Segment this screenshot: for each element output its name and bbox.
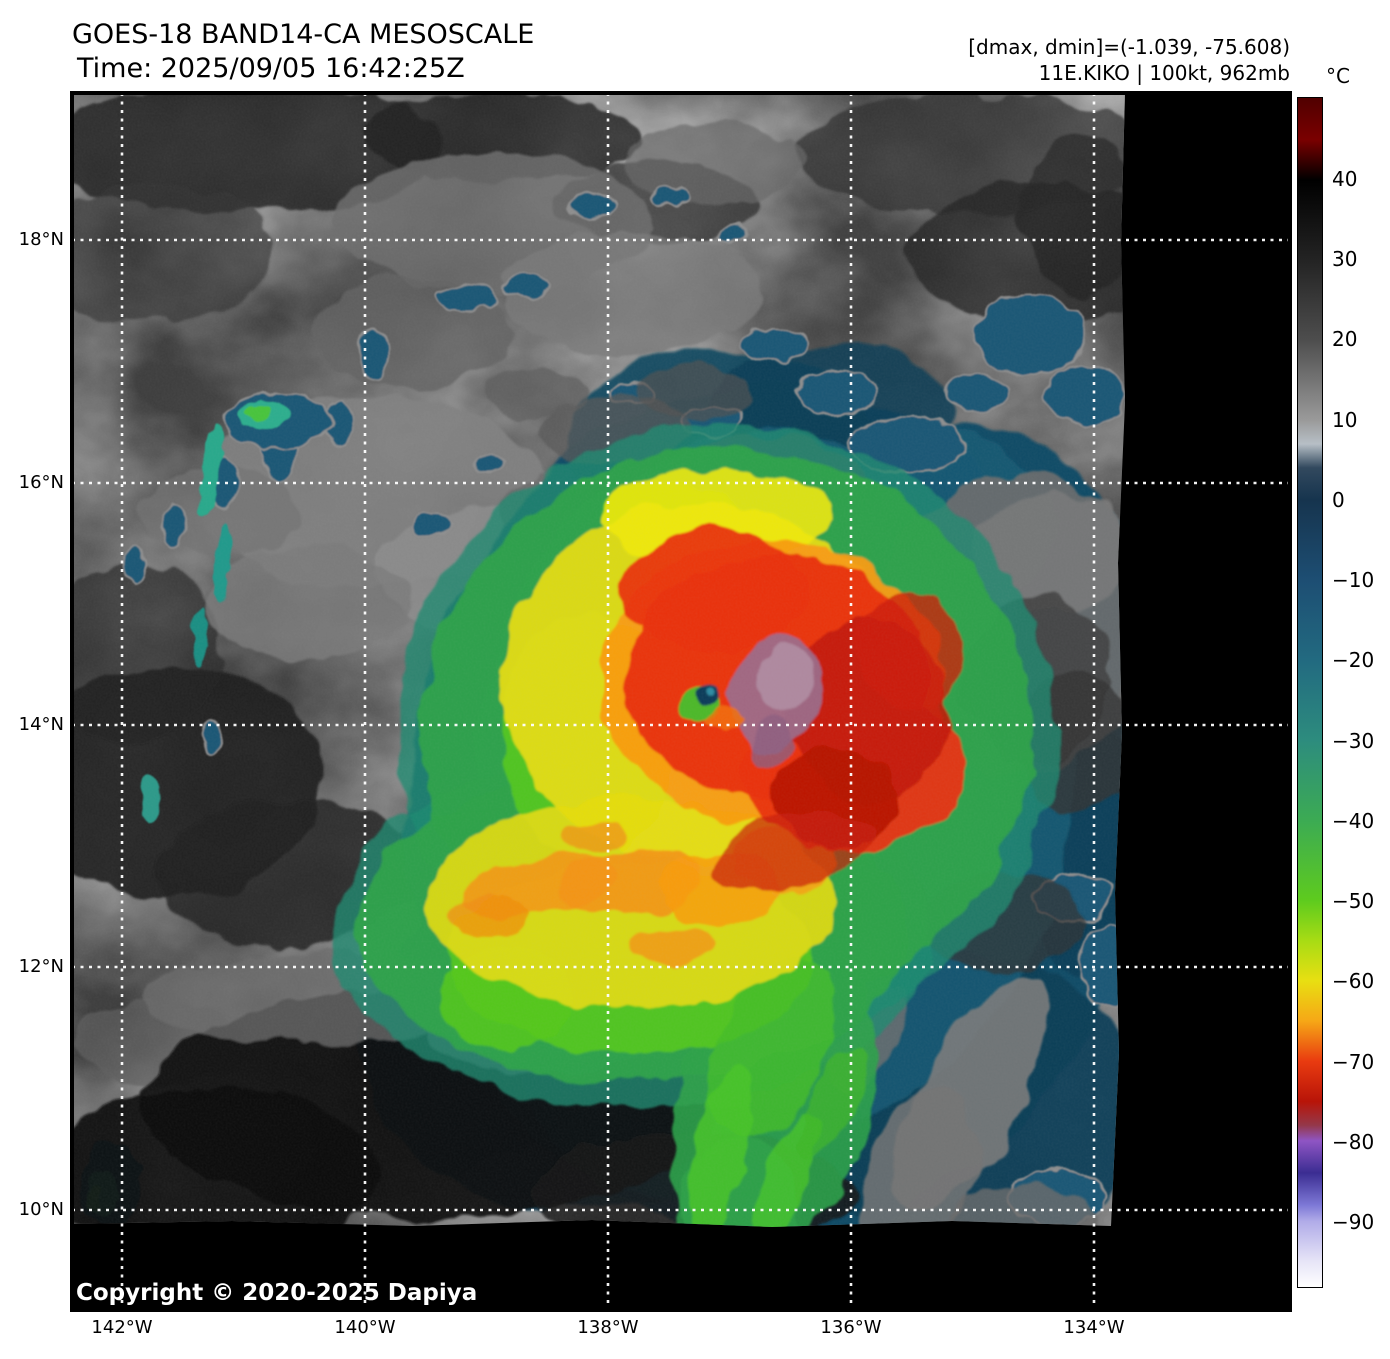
colorbar-tick-m80: −80 — [1332, 1130, 1375, 1154]
product-title: GOES-18 BAND14-CA MESOSCALE — [72, 19, 535, 50]
lat-label-16n: 16°N — [18, 472, 64, 493]
map-frame — [70, 91, 1292, 1312]
map-border — [72, 93, 1290, 1310]
copyright: Copyright © 2020-2025 Dapiya — [76, 1280, 478, 1306]
product-stats: [dmax, dmin]=(-1.039, -75.608) 11E.KIKO |… — [968, 34, 1290, 86]
colorbar-tick-m50: −50 — [1332, 889, 1375, 913]
lon-label-140w: 140°W — [334, 1317, 396, 1338]
lat-label-14n: 14°N — [18, 714, 64, 735]
lon-label-138w: 138°W — [577, 1317, 639, 1338]
lon-label-134w: 134°W — [1063, 1317, 1125, 1338]
lat-label-18n: 18°N — [18, 229, 64, 250]
product-time: Time: 2025/09/05 16:42:25Z — [77, 53, 465, 84]
colorbar-tick-40: 40 — [1332, 167, 1358, 191]
colorbar-tick-20: 20 — [1332, 327, 1358, 351]
colorbar-tick-30: 30 — [1332, 247, 1358, 271]
colorbar-tick-m90: −90 — [1332, 1210, 1375, 1234]
satellite-image — [72, 93, 1290, 1310]
colorbar-tick-m60: −60 — [1332, 969, 1375, 993]
lon-label-136w: 136°W — [820, 1317, 882, 1338]
lat-lon-gridlines — [72, 93, 1290, 1310]
colorbar-tick-10: 10 — [1332, 408, 1358, 432]
colorbar-tick-m70: −70 — [1332, 1050, 1375, 1074]
colorbar-unit: °C — [1326, 64, 1350, 88]
colorbar-tick-m30: −30 — [1332, 729, 1375, 753]
colorbar-tick-m20: −20 — [1332, 648, 1375, 672]
temperature-colorbar — [1297, 97, 1323, 1288]
colorbar-tick-m40: −40 — [1332, 809, 1375, 833]
colorbar-tick-0: 0 — [1332, 488, 1345, 512]
lon-label-142w: 142°W — [91, 1317, 153, 1338]
lat-label-12n: 12°N — [18, 956, 64, 977]
storm-info: 11E.KIKO | 100kt, 962mb — [1038, 61, 1290, 85]
dmax-dmin: [dmax, dmin]=(-1.039, -75.608) — [968, 35, 1290, 59]
colorbar-tick-m10: −10 — [1332, 568, 1375, 592]
lat-label-10n: 10°N — [18, 1199, 64, 1220]
data-swath — [72, 93, 1125, 1227]
